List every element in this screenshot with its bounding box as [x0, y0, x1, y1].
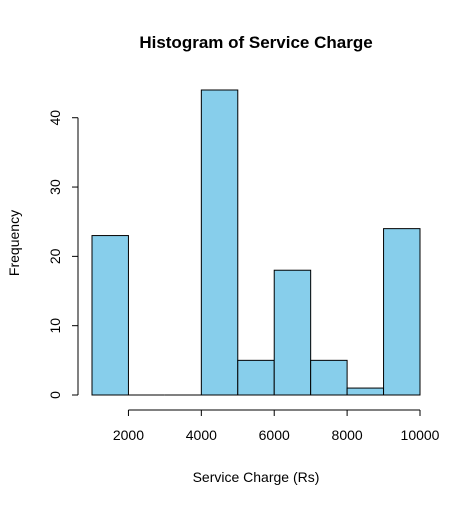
- histogram-bar-6: [310, 359, 348, 396]
- histogram-bar-5: [273, 269, 312, 396]
- y-tick-label: 0: [47, 391, 63, 399]
- x-tick-label: 10000: [401, 427, 440, 443]
- histogram-bar-3: [200, 89, 239, 396]
- x-tick-label: 2000: [113, 427, 144, 443]
- histogram-bar-7: [346, 387, 385, 396]
- histogram-bar-0: [91, 235, 129, 396]
- y-tick-label: 10: [47, 318, 63, 334]
- y-tick-label: 40: [47, 110, 63, 126]
- x-axis: 2000 4000 6000 8000 10000: [113, 409, 440, 443]
- chart-title: Histogram of Service Charge: [139, 33, 372, 52]
- x-tick-label: 4000: [186, 427, 217, 443]
- histogram-bar-8: [383, 228, 421, 396]
- x-tick-label: 6000: [259, 427, 290, 443]
- x-tick-label: 8000: [332, 427, 363, 443]
- x-axis-label: Service Charge (Rs): [193, 469, 320, 485]
- y-axis: 0 10 20 30 40: [47, 110, 79, 399]
- y-tick-label: 20: [47, 248, 63, 264]
- bars-group: [91, 89, 421, 396]
- y-tick-label: 30: [47, 179, 63, 195]
- y-axis-label: Frequency: [6, 210, 22, 276]
- histogram-bar-4: [237, 359, 275, 396]
